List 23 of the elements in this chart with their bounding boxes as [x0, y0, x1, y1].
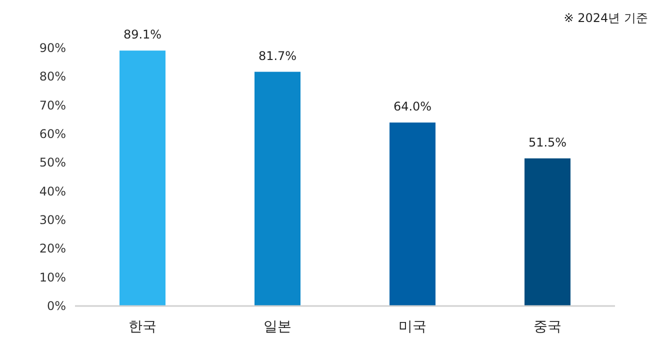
y-tick-label: 70% — [39, 98, 66, 112]
y-tick-label: 90% — [39, 41, 66, 55]
y-tick-label: 50% — [39, 156, 66, 170]
y-tick-label: 0% — [46, 299, 66, 313]
bar — [524, 158, 570, 306]
y-tick-label: 80% — [39, 70, 66, 84]
y-tick-label: 10% — [39, 270, 66, 284]
data-label: 51.5% — [528, 135, 567, 150]
bar — [390, 122, 436, 306]
text: ※ 2024년 기준 — [564, 11, 648, 25]
x-tick-label: 일본 — [264, 319, 292, 335]
y-tick-label: 40% — [39, 184, 66, 198]
y-tick-label: 30% — [39, 213, 66, 227]
y-tick-label: 60% — [39, 127, 66, 141]
x-tick-label: 중국 — [534, 319, 562, 335]
data-label: 89.1% — [123, 28, 162, 42]
bar — [120, 50, 166, 306]
y-tick-label: 20% — [39, 242, 66, 256]
x-tick-label: 미국 — [398, 319, 426, 335]
data-label: 64.0% — [393, 100, 432, 114]
bar — [254, 72, 300, 306]
x-tick-label: 한국 — [128, 319, 156, 335]
data-label: 81.7% — [258, 48, 297, 63]
